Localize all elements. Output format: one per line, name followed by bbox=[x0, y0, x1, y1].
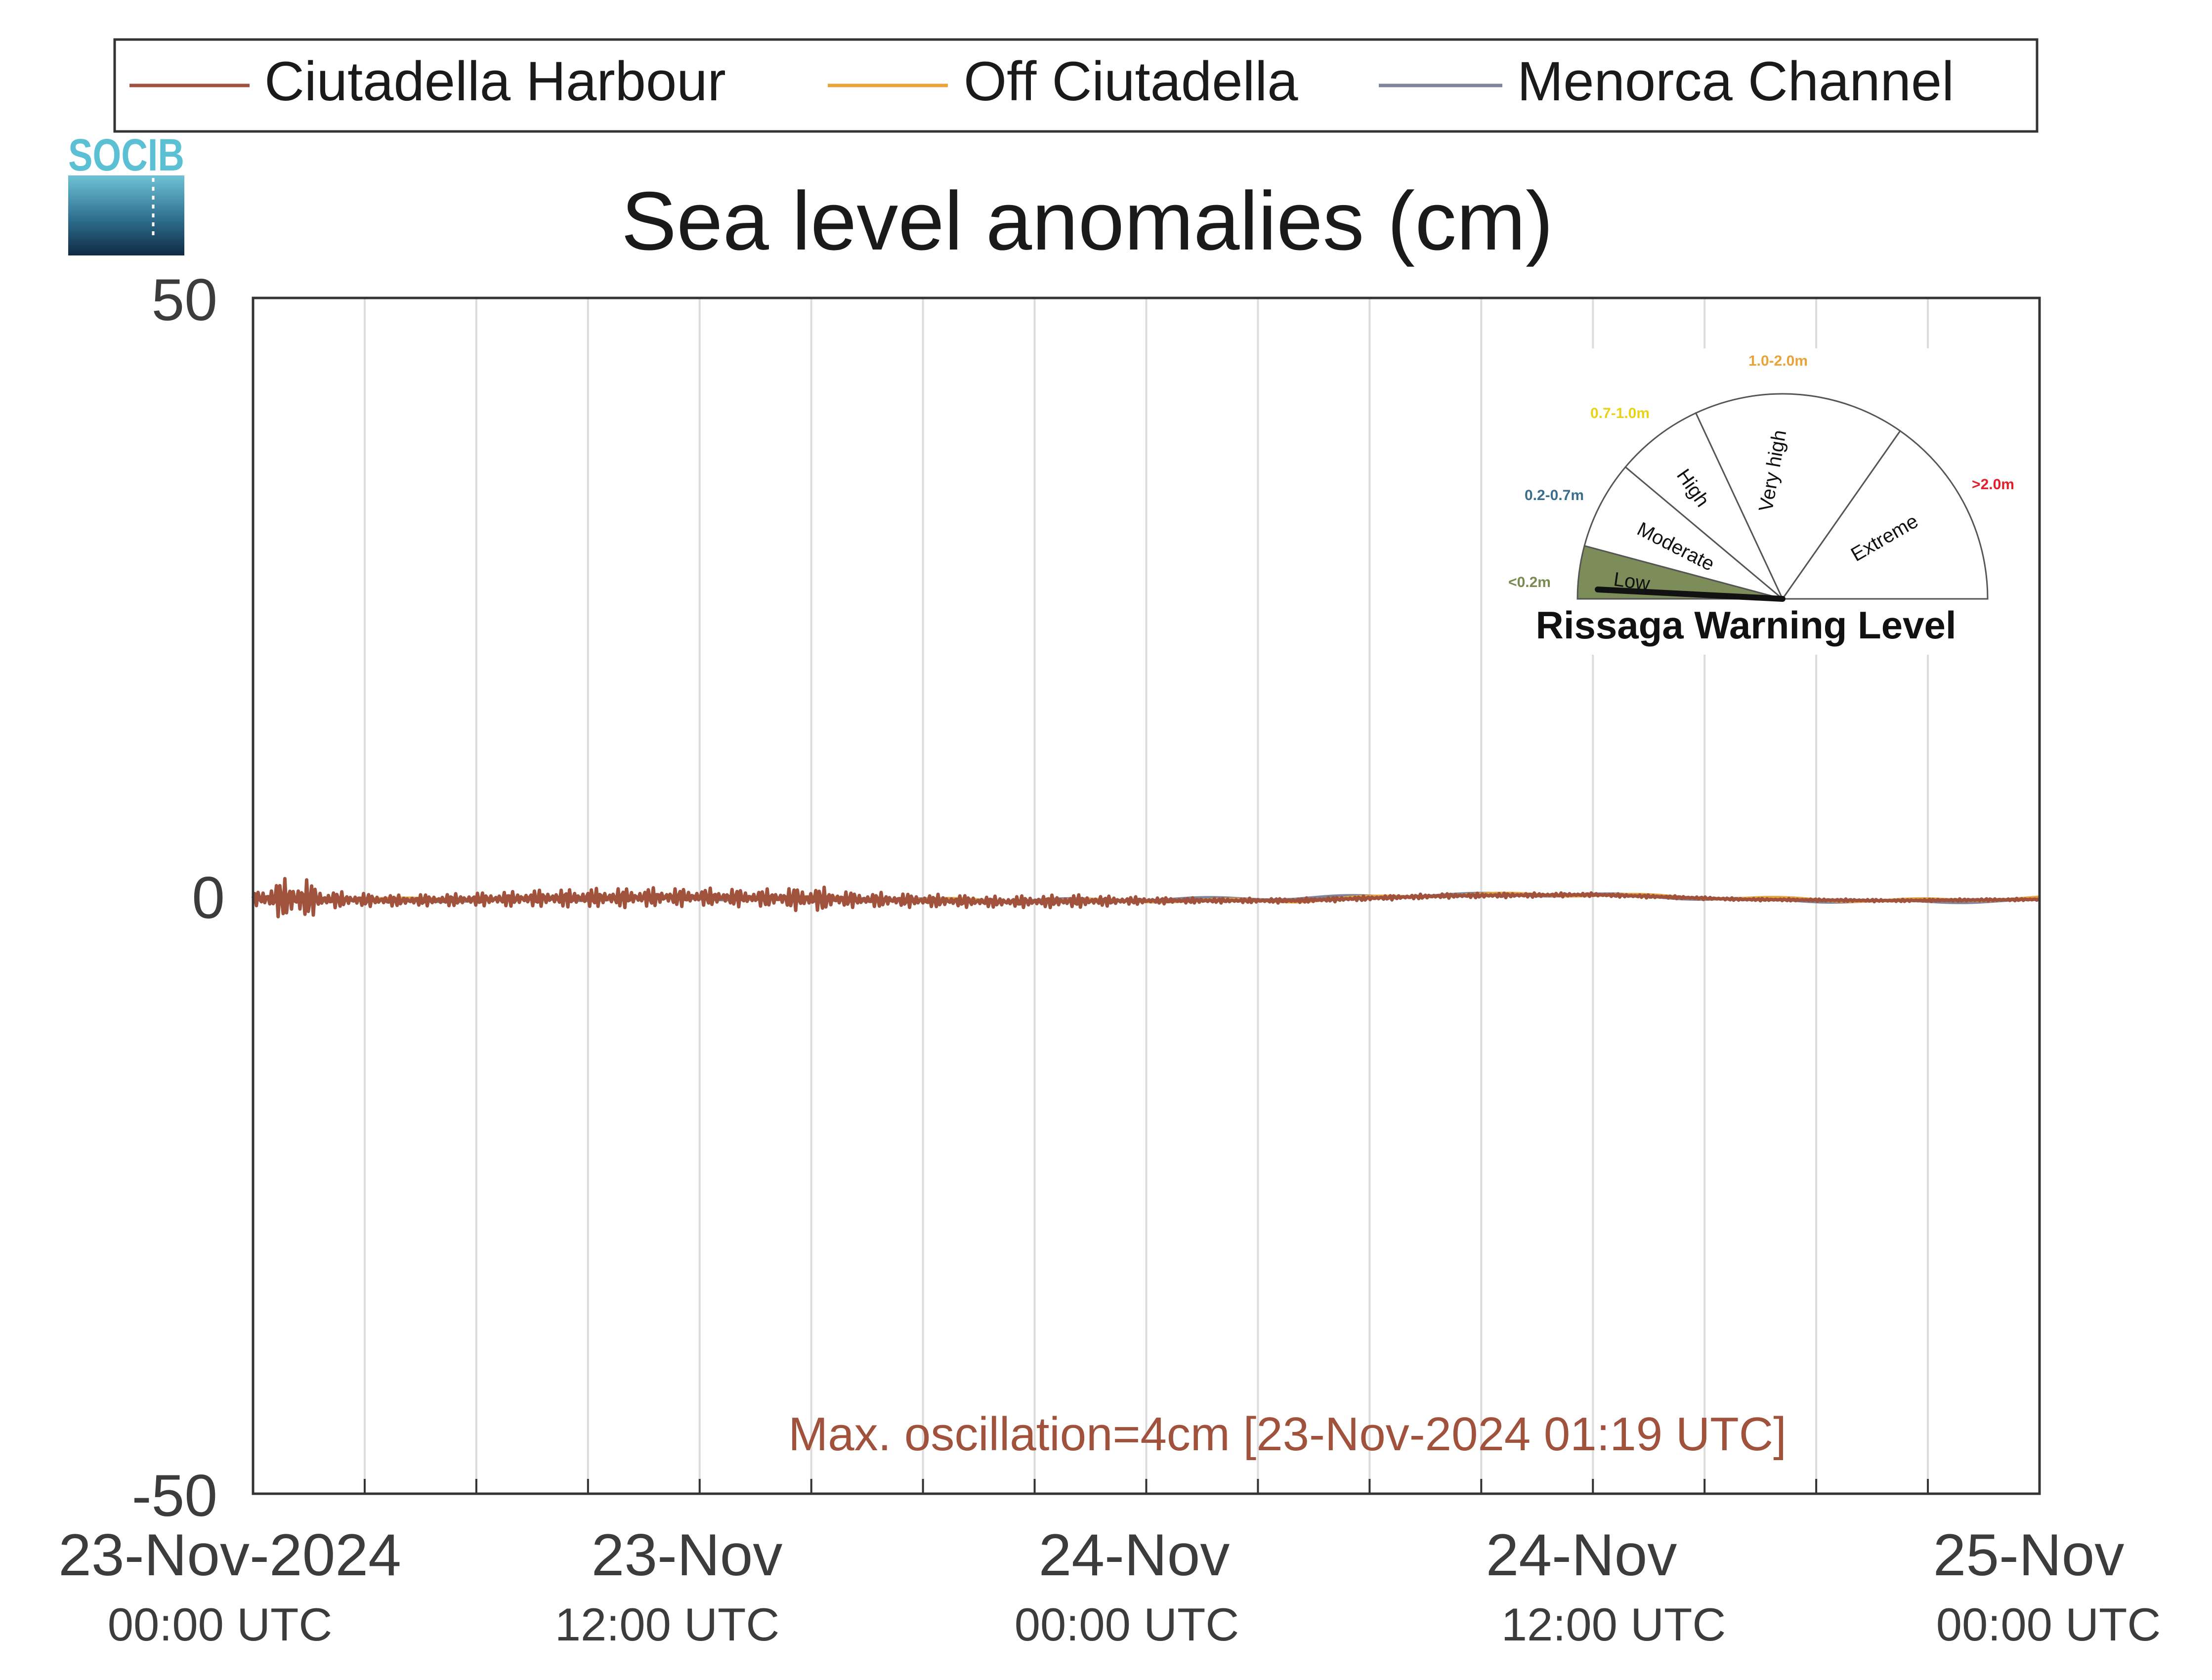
y-tick-label-min: -50 bbox=[132, 1463, 217, 1529]
x-tick-time-2: 00:00 UTC bbox=[1015, 1598, 1239, 1650]
gauge-range-low: <0.2m bbox=[1508, 574, 1551, 590]
gauge-sectors bbox=[1576, 393, 1989, 600]
gauge-range-very-high: 1.0-2.0m bbox=[1748, 353, 1808, 369]
x-tick-marks bbox=[363, 1479, 1929, 1494]
gauge-sector-very-high bbox=[1695, 393, 1902, 600]
series-line-ciutadella-harbour bbox=[251, 877, 2040, 919]
gauge-sector-high bbox=[1624, 412, 1784, 600]
gauge-range-extreme: >2.0m bbox=[1972, 476, 2014, 493]
chart-title: Sea level anomalies (cm) bbox=[621, 174, 1553, 267]
max-oscillation-annotation: Max. oscillation=4cm [23-Nov-2024 01:19 … bbox=[788, 1408, 1787, 1461]
x-tick-date-3: 24-Nov bbox=[1486, 1522, 1677, 1588]
gauge-needle bbox=[1595, 587, 1786, 602]
x-tick-time-4: 00:00 UTC bbox=[1936, 1598, 2161, 1650]
socib-logo: SOCIB bbox=[68, 130, 184, 255]
gauge-sector-moderate bbox=[1583, 466, 1783, 600]
x-tick-date-0: 23-Nov-2024 bbox=[58, 1522, 401, 1588]
gauge-title: Rissaga Warning Level bbox=[1535, 603, 1956, 647]
legend-label-off-ciutadella: Off Ciutadella bbox=[964, 50, 1298, 112]
gauge-range-high: 0.7-1.0m bbox=[1590, 405, 1650, 421]
x-tick-date-4: 25-Nov bbox=[1933, 1522, 2125, 1588]
gauge-range-moderate: 0.2-0.7m bbox=[1525, 487, 1584, 504]
x-tick-date-2: 24-Nov bbox=[1039, 1522, 1230, 1588]
x-tick-date-1: 23-Nov bbox=[592, 1522, 783, 1588]
gauge-sector-extreme bbox=[1781, 430, 1989, 600]
socib-logo-block bbox=[68, 175, 184, 255]
legend-frame bbox=[113, 38, 2039, 133]
socib-logo-text: SOCIB bbox=[68, 130, 184, 180]
legend: Ciutadella Harbour Off Ciutadella Menorc… bbox=[113, 38, 2039, 133]
rissaga-warning-gauge: Low Moderate High Very high Extreme <0.2… bbox=[1490, 348, 2014, 655]
legend-label-menorca-channel: Menorca Channel bbox=[1517, 50, 1954, 112]
y-tick-label-zero: 0 bbox=[192, 865, 225, 931]
x-tick-time-3: 12:00 UTC bbox=[1501, 1598, 1726, 1650]
series-layer bbox=[251, 877, 2040, 919]
x-tick-labels: 23-Nov-2024 00:00 UTC 23-Nov 12:00 UTC 2… bbox=[58, 1522, 2161, 1650]
x-tick-time-1: 12:00 UTC bbox=[555, 1598, 780, 1650]
x-tick-time-0: 00:00 UTC bbox=[108, 1598, 333, 1650]
legend-label-ciutadella-harbour: Ciutadella Harbour bbox=[264, 50, 726, 112]
y-tick-label-max: 50 bbox=[152, 267, 217, 333]
